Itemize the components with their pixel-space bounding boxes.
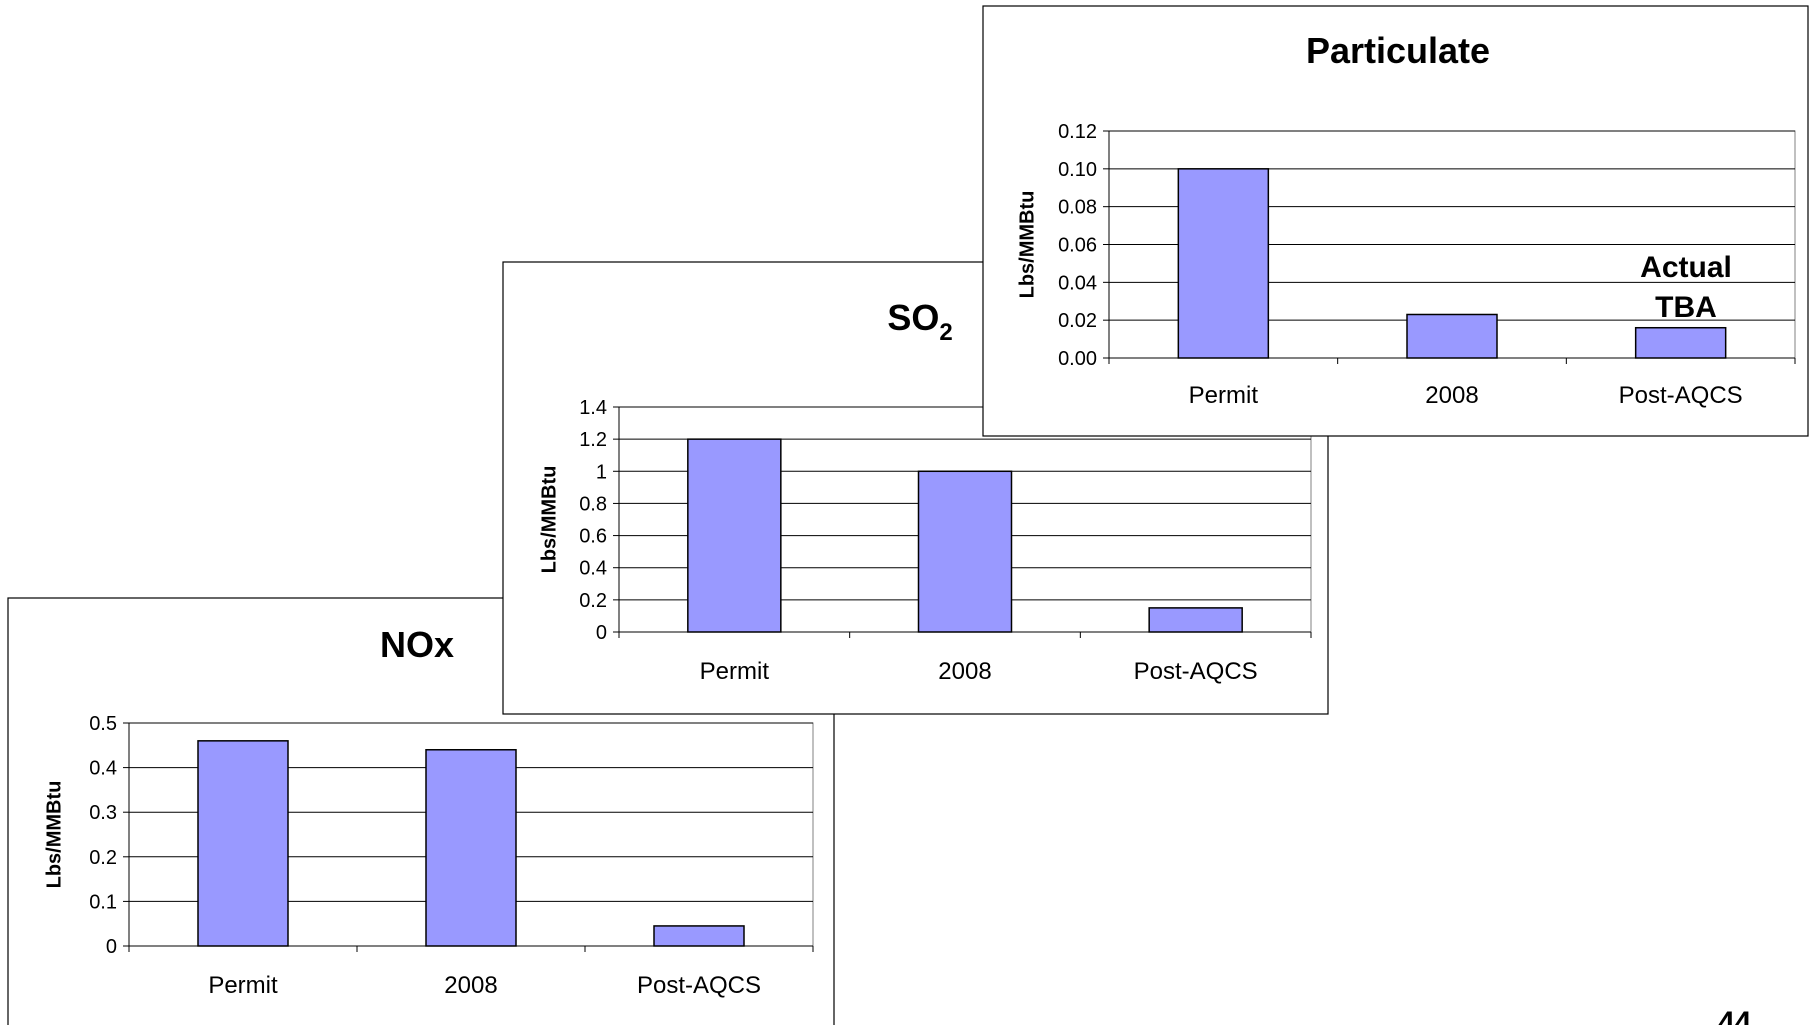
y-tick-label: 0.06 — [1058, 235, 1097, 257]
x-tick-label: Post-AQCS — [637, 972, 761, 999]
bar — [917, 470, 1013, 633]
y-tick-label: 0.2 — [89, 847, 117, 869]
x-tick-label: 2008 — [1425, 382, 1478, 409]
y-tick-label: 0 — [106, 936, 117, 958]
x-tick-label: Permit — [208, 972, 278, 999]
bar — [1177, 168, 1270, 359]
y-tick-label: 0 — [596, 622, 607, 644]
y-tick-label: 0.4 — [579, 558, 607, 580]
x-tick-label: 2008 — [444, 972, 497, 999]
chart-so2: 0 0.2 0.4 0.6 0.8 1 1.2 1.4 Permit 2008 Post-AQCS L… — [502, 261, 1329, 715]
x-tick-label: Permit — [700, 658, 770, 685]
y-tick-label: 0.3 — [89, 802, 117, 824]
y-axis-title: Lbs/MMBtu — [43, 781, 65, 889]
y-tick-label: 0.6 — [579, 526, 607, 548]
y-tick-label: 0.08 — [1058, 197, 1097, 219]
y-tick-label: 0.10 — [1058, 159, 1097, 181]
bar — [653, 925, 745, 947]
x-tick-label: Permit — [1189, 382, 1259, 409]
chart-frame — [982, 5, 1809, 437]
y-tick-label: 1.2 — [579, 429, 607, 451]
bar — [197, 740, 289, 947]
bar — [1148, 607, 1243, 633]
y-tick-label: 1.4 — [579, 397, 607, 419]
annotation-label: TBA — [1655, 291, 1717, 324]
y-tick-label: 1 — [596, 461, 607, 483]
annotation-label: Actual — [1640, 251, 1732, 284]
chart-title: Particulate — [1306, 30, 1490, 71]
y-tick-label: 0.5 — [89, 713, 117, 735]
page-number: 44 — [1718, 1006, 1752, 1025]
y-axis-title: Lbs/MMBtu — [538, 466, 560, 574]
chart-particulate: 0.00 0.02 0.04 0.06 0.08 0.10 0.12 Permit 2008 Po… — [982, 5, 1809, 437]
y-tick-label: 0.02 — [1058, 310, 1097, 332]
bar — [1406, 313, 1498, 359]
x-tick-label: Post-AQCS — [1134, 658, 1258, 685]
y-tick-label: 0.1 — [89, 891, 117, 913]
chart-title: NOx — [380, 624, 454, 665]
x-tick-label: 2008 — [938, 658, 991, 685]
bar — [1634, 326, 1727, 359]
bar — [425, 749, 517, 947]
bar — [687, 438, 782, 633]
y-tick-label: 0.00 — [1058, 348, 1097, 370]
y-tick-label: 0.2 — [579, 590, 607, 612]
chart-title-subscript: 2 — [939, 319, 952, 346]
x-tick-label: Post-AQCS — [1619, 382, 1743, 409]
y-tick-label: 0.12 — [1058, 121, 1097, 143]
y-tick-label: 0.8 — [579, 493, 607, 515]
y-axis-title: Lbs/MMBtu — [1016, 191, 1038, 299]
y-tick-label: 0.04 — [1058, 272, 1097, 294]
y-tick-label: 0.4 — [89, 758, 117, 780]
